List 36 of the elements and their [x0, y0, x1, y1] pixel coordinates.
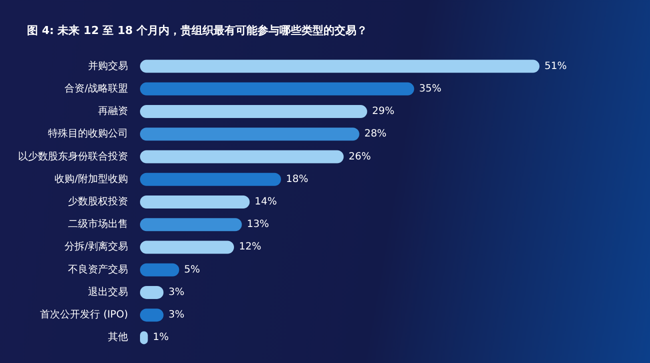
data-label: 1%: [152, 332, 169, 344]
y-tick-label: 少数股权投资: [68, 196, 128, 208]
y-tick-label: 不良资产交易: [68, 263, 128, 276]
bar: [140, 82, 414, 96]
bar: [140, 172, 281, 186]
data-label: 13%: [246, 219, 270, 230]
bar: [140, 150, 344, 164]
data-label: 14%: [254, 196, 277, 208]
y-tick-label: 以少数股东身份联合投资: [18, 150, 128, 162]
y-tick-label: 首次公开发行 (IPO): [40, 308, 128, 321]
data-label: 3%: [168, 286, 184, 298]
y-tick-label: 分拆/剥离交易: [64, 240, 128, 253]
y-tick-label: 收购/附加型收购: [54, 172, 128, 185]
chart-title: 图 4: 未来 12 至 18 个月内，贵组织最有可能参与哪些类型的交易？: [27, 24, 368, 37]
data-label: 5%: [184, 264, 200, 276]
data-label: 26%: [348, 151, 371, 162]
bar: [140, 218, 242, 232]
bar: [140, 196, 250, 208]
y-tick-label: 再融资: [98, 105, 128, 118]
data-label: 29%: [372, 106, 394, 118]
data-label: 28%: [364, 128, 387, 140]
bar: [140, 128, 360, 141]
data-label: 3%: [168, 310, 184, 321]
y-tick-label: 并购交易: [88, 60, 128, 72]
data-label: 12%: [239, 242, 262, 253]
y-tick-label: 退出交易: [88, 286, 128, 298]
data-label: 51%: [544, 60, 567, 72]
bar: [140, 60, 540, 73]
bar: [140, 240, 234, 254]
bar: [140, 105, 368, 118]
y-tick-label: 特殊目的收购公司: [48, 128, 128, 140]
data-label: 35%: [419, 83, 442, 94]
y-tick-label: 合资/战略联盟: [64, 82, 128, 94]
y-tick-label: 二级市场出售: [68, 218, 128, 230]
y-tick-label: 其他: [108, 331, 128, 344]
data-label: 18%: [286, 174, 308, 185]
